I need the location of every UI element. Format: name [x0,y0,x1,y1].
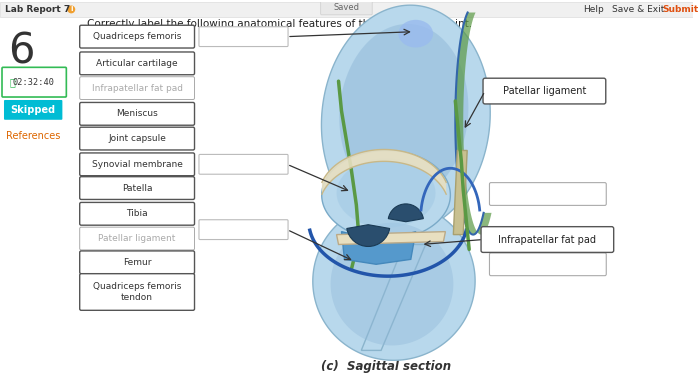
Text: Help: Help [584,5,604,14]
FancyBboxPatch shape [481,227,614,252]
FancyBboxPatch shape [80,251,195,274]
FancyBboxPatch shape [80,274,195,310]
Wedge shape [389,204,424,222]
Polygon shape [330,223,454,346]
FancyBboxPatch shape [80,52,195,75]
FancyBboxPatch shape [80,202,195,225]
Text: i: i [70,6,73,12]
Bar [0,2,693,17]
Text: Tibia: Tibia [126,209,148,218]
Text: Quadriceps femoris
tendon: Quadriceps femoris tendon [93,282,181,302]
Polygon shape [321,5,490,232]
Text: (c)  Sagittal section: (c) Sagittal section [321,360,451,373]
Text: Quadriceps femoris: Quadriceps femoris [93,32,181,41]
FancyBboxPatch shape [80,177,195,199]
Wedge shape [346,225,390,246]
FancyBboxPatch shape [489,183,606,206]
Text: Patellar ligament: Patellar ligament [503,86,586,96]
FancyBboxPatch shape [80,103,195,125]
Text: Lab Report 7: Lab Report 7 [5,5,70,14]
Text: ⏳: ⏳ [10,77,16,87]
FancyBboxPatch shape [199,154,288,174]
Circle shape [67,5,75,13]
Polygon shape [313,202,475,360]
Text: Joint capsule: Joint capsule [108,134,166,143]
Text: Synovial membrane: Synovial membrane [92,160,183,169]
Text: Meniscus: Meniscus [116,109,158,118]
Polygon shape [337,158,435,228]
Text: Patella: Patella [122,184,153,193]
Text: 02:32:40: 02:32:40 [13,78,55,87]
FancyBboxPatch shape [199,220,288,239]
Ellipse shape [398,20,433,48]
Text: Infrapatellar fat pad: Infrapatellar fat pad [498,234,596,245]
Text: References: References [6,131,60,141]
Polygon shape [361,245,426,350]
FancyBboxPatch shape [483,78,606,104]
FancyBboxPatch shape [321,1,372,15]
Text: Articular cartilage: Articular cartilage [97,59,178,68]
Polygon shape [454,151,467,235]
Text: Infrapatellar fat pad: Infrapatellar fat pad [92,83,183,92]
Text: Submit: Submit [663,5,699,14]
Polygon shape [342,232,416,264]
Text: Femur: Femur [123,258,151,267]
FancyBboxPatch shape [4,100,62,120]
Text: Correctly label the following anatomical features of the tibiofemoral joint.: Correctly label the following anatomical… [87,19,473,29]
Polygon shape [340,24,468,202]
Text: Saved: Saved [333,4,359,12]
FancyBboxPatch shape [80,153,195,176]
FancyBboxPatch shape [2,67,66,97]
FancyBboxPatch shape [489,253,606,276]
Text: Patellar ligament: Patellar ligament [99,234,176,243]
FancyBboxPatch shape [199,27,288,46]
FancyBboxPatch shape [80,77,195,99]
Text: 6: 6 [8,30,35,73]
Text: Save & Exit: Save & Exit [612,5,664,14]
Text: Skipped: Skipped [10,105,55,115]
Bar [292,19,579,350]
Polygon shape [322,151,450,239]
Polygon shape [337,232,445,245]
FancyBboxPatch shape [80,25,195,48]
FancyBboxPatch shape [80,227,195,250]
FancyBboxPatch shape [80,127,195,150]
